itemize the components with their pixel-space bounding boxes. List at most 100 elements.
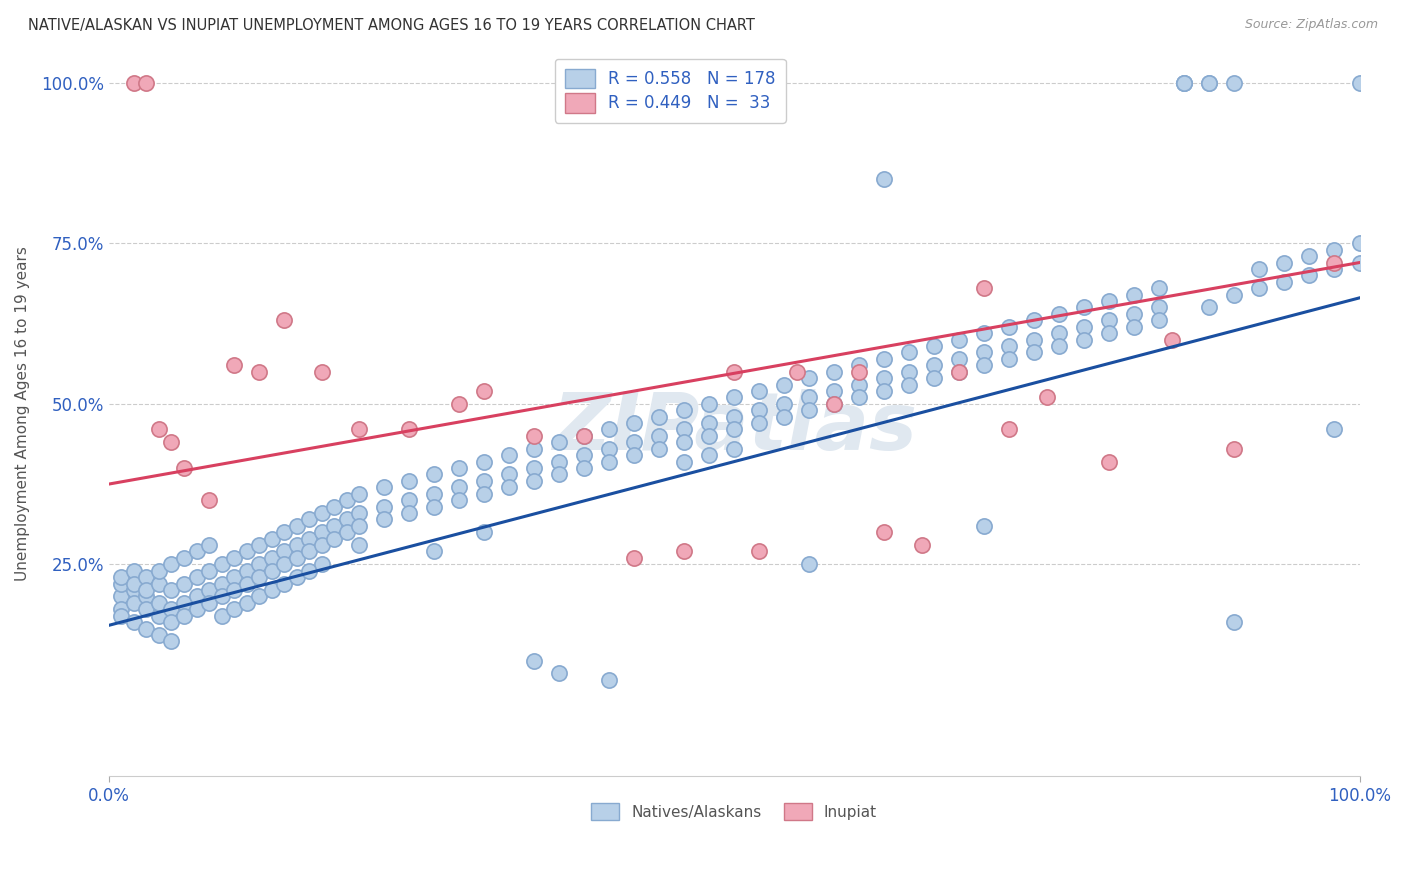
Point	[285, 538, 308, 552]
Point	[498, 448, 520, 462]
Point	[673, 454, 696, 468]
Point	[198, 538, 221, 552]
Point	[1149, 301, 1171, 315]
Point	[1098, 326, 1121, 341]
Point	[748, 416, 770, 430]
Point	[1223, 287, 1246, 301]
Point	[948, 365, 970, 379]
Point	[1123, 319, 1146, 334]
Point	[523, 461, 546, 475]
Point	[198, 493, 221, 508]
Point	[648, 442, 671, 456]
Point	[1173, 76, 1195, 90]
Point	[1123, 307, 1146, 321]
Point	[1198, 76, 1220, 90]
Point	[1348, 76, 1371, 90]
Point	[799, 371, 821, 385]
Point	[373, 480, 395, 494]
Text: NATIVE/ALASKAN VS INUPIAT UNEMPLOYMENT AMONG AGES 16 TO 19 YEARS CORRELATION CHA: NATIVE/ALASKAN VS INUPIAT UNEMPLOYMENT A…	[28, 18, 755, 33]
Point	[572, 461, 595, 475]
Point	[623, 435, 645, 450]
Point	[135, 590, 157, 604]
Point	[1024, 333, 1046, 347]
Point	[472, 454, 495, 468]
Point	[235, 576, 257, 591]
Point	[848, 377, 870, 392]
Point	[973, 326, 995, 341]
Point	[347, 506, 370, 520]
Point	[848, 358, 870, 372]
Point	[572, 429, 595, 443]
Point	[1149, 313, 1171, 327]
Point	[373, 500, 395, 514]
Point	[1073, 333, 1095, 347]
Point	[398, 506, 420, 520]
Point	[247, 365, 270, 379]
Point	[1198, 76, 1220, 90]
Point	[122, 576, 145, 591]
Point	[160, 602, 183, 616]
Point	[148, 576, 170, 591]
Point	[285, 518, 308, 533]
Point	[423, 467, 446, 482]
Point	[122, 596, 145, 610]
Point	[924, 371, 946, 385]
Point	[498, 480, 520, 494]
Point	[222, 358, 245, 372]
Point	[122, 582, 145, 597]
Point	[160, 558, 183, 572]
Point	[335, 512, 357, 526]
Point	[260, 564, 283, 578]
Point	[1073, 319, 1095, 334]
Point	[948, 351, 970, 366]
Point	[1024, 313, 1046, 327]
Point	[786, 365, 808, 379]
Point	[1173, 76, 1195, 90]
Point	[548, 666, 571, 681]
Point	[1223, 442, 1246, 456]
Point	[673, 435, 696, 450]
Point	[173, 576, 195, 591]
Point	[623, 550, 645, 565]
Point	[673, 544, 696, 558]
Point	[898, 345, 921, 359]
Point	[260, 582, 283, 597]
Point	[1047, 326, 1070, 341]
Point	[598, 442, 620, 456]
Point	[285, 550, 308, 565]
Point	[135, 76, 157, 90]
Point	[311, 365, 333, 379]
Point	[723, 409, 745, 424]
Point	[973, 345, 995, 359]
Point	[548, 454, 571, 468]
Point	[160, 615, 183, 629]
Point	[449, 493, 471, 508]
Point	[673, 403, 696, 417]
Point	[235, 544, 257, 558]
Point	[373, 512, 395, 526]
Point	[924, 339, 946, 353]
Point	[773, 377, 796, 392]
Point	[697, 429, 720, 443]
Legend: Natives/Alaskans, Inupiat: Natives/Alaskans, Inupiat	[585, 797, 883, 827]
Point	[723, 422, 745, 436]
Point	[1173, 76, 1195, 90]
Point	[122, 564, 145, 578]
Point	[398, 493, 420, 508]
Point	[823, 397, 845, 411]
Point	[1348, 236, 1371, 251]
Point	[911, 538, 934, 552]
Point	[235, 564, 257, 578]
Point	[598, 673, 620, 687]
Point	[823, 397, 845, 411]
Point	[1348, 255, 1371, 269]
Point	[186, 544, 208, 558]
Point	[311, 525, 333, 540]
Point	[1249, 262, 1271, 277]
Point	[1198, 301, 1220, 315]
Point	[298, 532, 321, 546]
Point	[335, 493, 357, 508]
Point	[311, 538, 333, 552]
Point	[148, 564, 170, 578]
Text: ZIPatlas: ZIPatlas	[551, 389, 917, 467]
